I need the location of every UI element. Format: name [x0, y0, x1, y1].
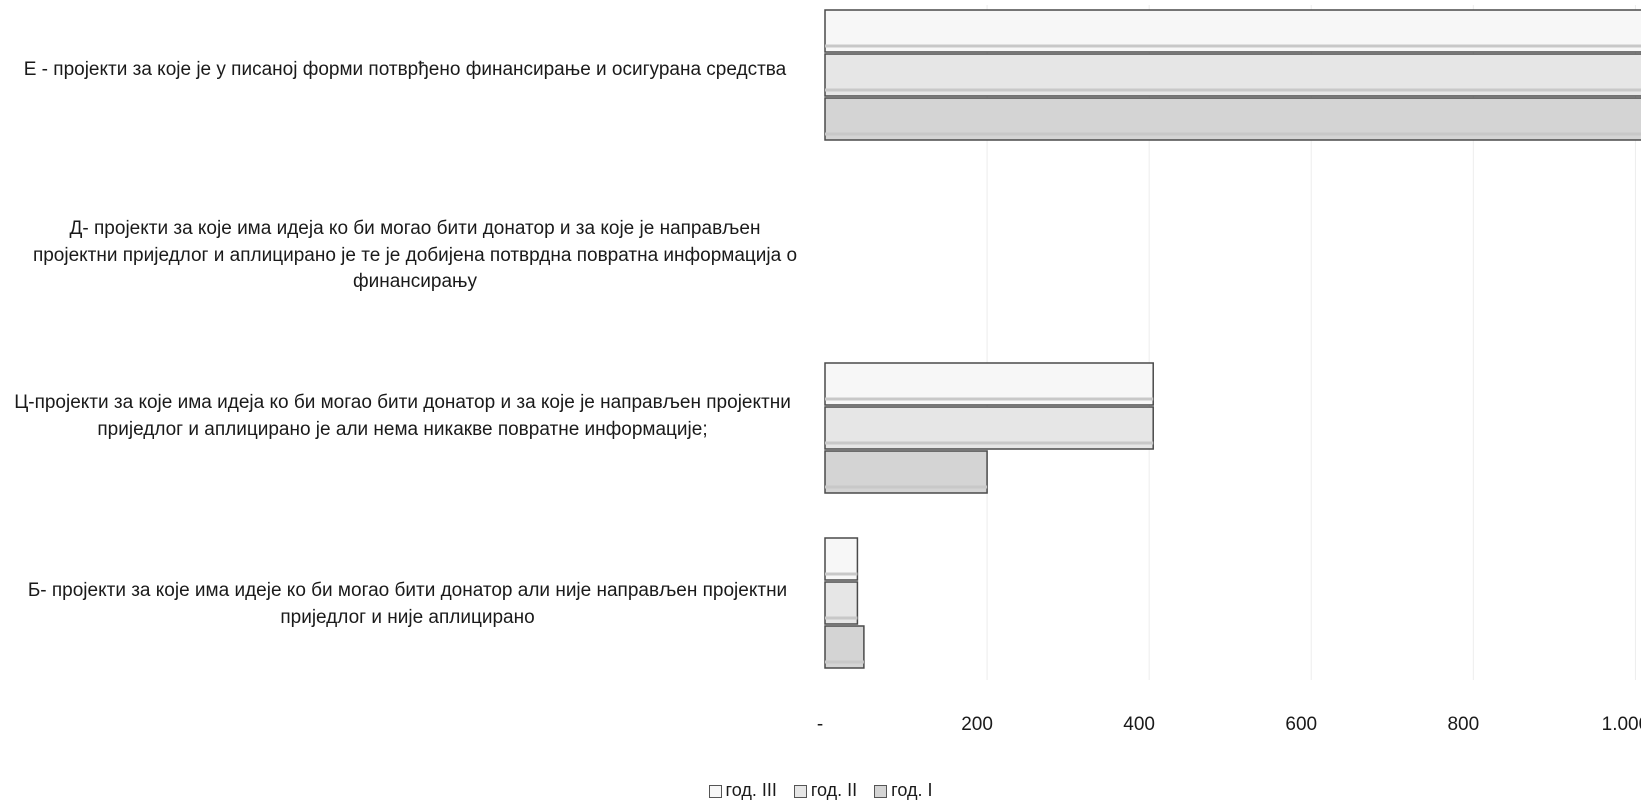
legend-swatch-god-2	[793, 784, 807, 798]
x-tick-label: -	[817, 714, 823, 735]
legend-item-god-3: год. III	[708, 780, 777, 801]
category-label-b: Б- пројекти за које има идеје ко би мога…	[27, 580, 788, 628]
legend-item-god-1: год. I	[874, 780, 932, 801]
legend-label-god-2: год. II	[810, 780, 858, 800]
x-tick-label: 600	[1285, 714, 1317, 735]
bars	[824, 9, 1641, 669]
legend-item-god-2: год. II	[793, 780, 858, 801]
category-label-d: Д- пројекти за које има идеја ко би мога…	[32, 218, 798, 293]
category-label-e: Е - пројекти за које је у писаној форми …	[23, 59, 787, 80]
x-tick-label: 200	[961, 714, 993, 735]
legend-label-god-1: год. I	[891, 780, 933, 800]
x-tick-label: 1.000	[1602, 714, 1641, 735]
legend-swatch-god-1	[874, 784, 888, 798]
x-tick-label: 800	[1447, 714, 1479, 735]
x-tick-label: 400	[1123, 714, 1155, 735]
legend-swatch-god-3	[708, 784, 722, 798]
legend: год. III год. II год. I	[0, 780, 1641, 801]
legend-label-god-3: год. III	[725, 780, 777, 800]
category-label-c: Ц-пројекти за које има идеја ко би могао…	[14, 392, 791, 440]
